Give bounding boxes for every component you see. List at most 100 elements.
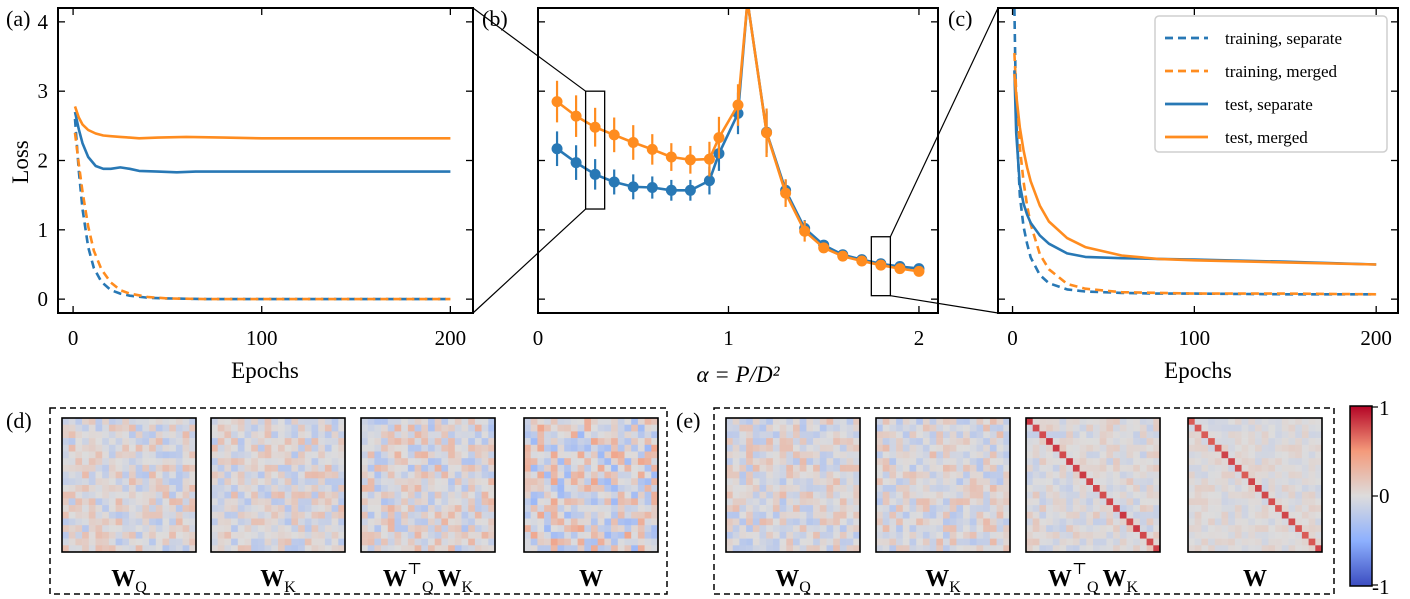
heatmap-cell bbox=[1255, 471, 1262, 479]
heatmap-cell bbox=[189, 451, 197, 459]
heatmap-cell bbox=[298, 471, 306, 479]
heatmap-cell bbox=[1026, 485, 1033, 492]
heatmap-cell bbox=[1301, 518, 1309, 526]
heatmap-cell bbox=[889, 418, 897, 425]
heatmap-frame bbox=[360, 417, 496, 553]
heatmap-cell bbox=[1093, 438, 1100, 446]
heatmap-cell bbox=[936, 538, 944, 546]
heatmap-cell bbox=[135, 511, 143, 519]
heatmap-cell bbox=[1275, 505, 1283, 513]
heatmap-cell bbox=[624, 505, 632, 513]
heatmap-cell bbox=[1261, 518, 1269, 526]
heatmap-cell bbox=[949, 444, 957, 452]
heatmap-cell bbox=[251, 451, 259, 459]
heatmap-cell bbox=[1126, 531, 1134, 539]
heatmap-cell bbox=[550, 478, 558, 486]
heatmap-cell bbox=[374, 491, 382, 499]
heatmap-cell bbox=[1288, 525, 1296, 533]
heatmap-cell bbox=[361, 418, 368, 425]
heatmap-cell bbox=[806, 438, 814, 446]
heatmap-cell bbox=[651, 511, 659, 519]
heatmap-cell bbox=[251, 424, 259, 432]
heatmap-cell bbox=[637, 505, 645, 513]
heatmap-cell bbox=[304, 485, 312, 492]
heatmap-cell bbox=[1295, 538, 1303, 546]
heatmap-cell bbox=[943, 444, 950, 452]
colorbar-gradient bbox=[1349, 405, 1373, 587]
heatmap-cell bbox=[786, 438, 794, 446]
heatmap-cell bbox=[271, 498, 279, 506]
heatmap-cell bbox=[122, 431, 130, 439]
heatmap-cell bbox=[217, 438, 225, 446]
heatmap-cell bbox=[122, 505, 130, 513]
heatmap-cell bbox=[1281, 464, 1289, 472]
heatmap-cell bbox=[414, 545, 422, 553]
heatmap-cell bbox=[331, 511, 339, 519]
heatmap-cell bbox=[278, 444, 285, 452]
heatmap-cell bbox=[1295, 505, 1303, 513]
heatmap-cell bbox=[916, 498, 924, 506]
matrix-label-part: ⊤ bbox=[1072, 561, 1087, 578]
heatmap-cell bbox=[387, 438, 395, 446]
heatmap-cell bbox=[461, 418, 469, 425]
heatmap-cell bbox=[361, 511, 368, 519]
heatmap-cell bbox=[759, 511, 767, 519]
heatmap-cell bbox=[949, 505, 957, 513]
heatmap-cell bbox=[853, 471, 861, 479]
heatmap-cell bbox=[381, 518, 389, 526]
heatmap-cell bbox=[1039, 458, 1047, 466]
heatmap-cell bbox=[1295, 485, 1303, 492]
heatmap-cell bbox=[88, 451, 96, 459]
heatmap-cell bbox=[1003, 538, 1011, 546]
heatmap-cell bbox=[577, 438, 585, 446]
heatmap-cell bbox=[732, 531, 740, 539]
heatmap-cell bbox=[318, 545, 326, 553]
heatmap-cell bbox=[135, 464, 143, 472]
heatmap-cell bbox=[284, 485, 292, 492]
heatmap-cell bbox=[772, 491, 780, 499]
heatmap-cell bbox=[1315, 451, 1323, 459]
heatmap-cell bbox=[481, 458, 489, 466]
heatmap-cell bbox=[155, 464, 163, 472]
heatmap-cell bbox=[115, 538, 123, 546]
heatmap-cell bbox=[428, 491, 435, 499]
heatmap-cell bbox=[1248, 438, 1256, 446]
heatmap-cell bbox=[407, 531, 415, 539]
heatmap-cell bbox=[969, 538, 977, 546]
heatmap-cell bbox=[155, 511, 163, 519]
heatmap-cell bbox=[772, 525, 780, 533]
heatmap-cell bbox=[936, 431, 944, 439]
heatmap-cell bbox=[1032, 518, 1040, 526]
heatmap-cell bbox=[564, 478, 572, 486]
heatmap-cell bbox=[876, 498, 883, 506]
heatmap-cell bbox=[1099, 518, 1107, 526]
heatmap-cell bbox=[949, 518, 957, 526]
heatmap-cell bbox=[162, 518, 170, 526]
heatmap-cell bbox=[1315, 478, 1323, 486]
heatmap-cell bbox=[75, 444, 83, 452]
heatmap-cell bbox=[631, 431, 639, 439]
heatmap-cell bbox=[257, 538, 265, 546]
heatmap-cell bbox=[1026, 545, 1033, 553]
heatmap-cell bbox=[1059, 511, 1067, 519]
x-tick-label: 100 bbox=[1179, 326, 1211, 350]
heatmap-cell bbox=[909, 531, 917, 539]
heatmap-cell bbox=[75, 525, 83, 533]
heatmap-cell bbox=[142, 525, 150, 533]
heatmap-cell bbox=[421, 464, 429, 472]
heatmap-cell bbox=[441, 525, 449, 533]
heatmap-cell bbox=[732, 458, 740, 466]
heatmap-cell bbox=[833, 458, 841, 466]
heatmap-cell bbox=[291, 431, 299, 439]
heatmap-cell bbox=[732, 444, 740, 452]
heatmap-cell bbox=[211, 451, 218, 459]
heatmap-cell bbox=[902, 485, 910, 492]
heatmap-cell bbox=[304, 418, 312, 425]
heatmap-cell bbox=[597, 531, 605, 539]
heatmap-cell bbox=[819, 538, 827, 546]
data-point bbox=[684, 154, 696, 166]
heatmap-cell bbox=[996, 431, 1004, 439]
heatmap-cell bbox=[969, 471, 977, 479]
heatmap-cell bbox=[88, 538, 96, 546]
heatmap-cell bbox=[367, 538, 375, 546]
